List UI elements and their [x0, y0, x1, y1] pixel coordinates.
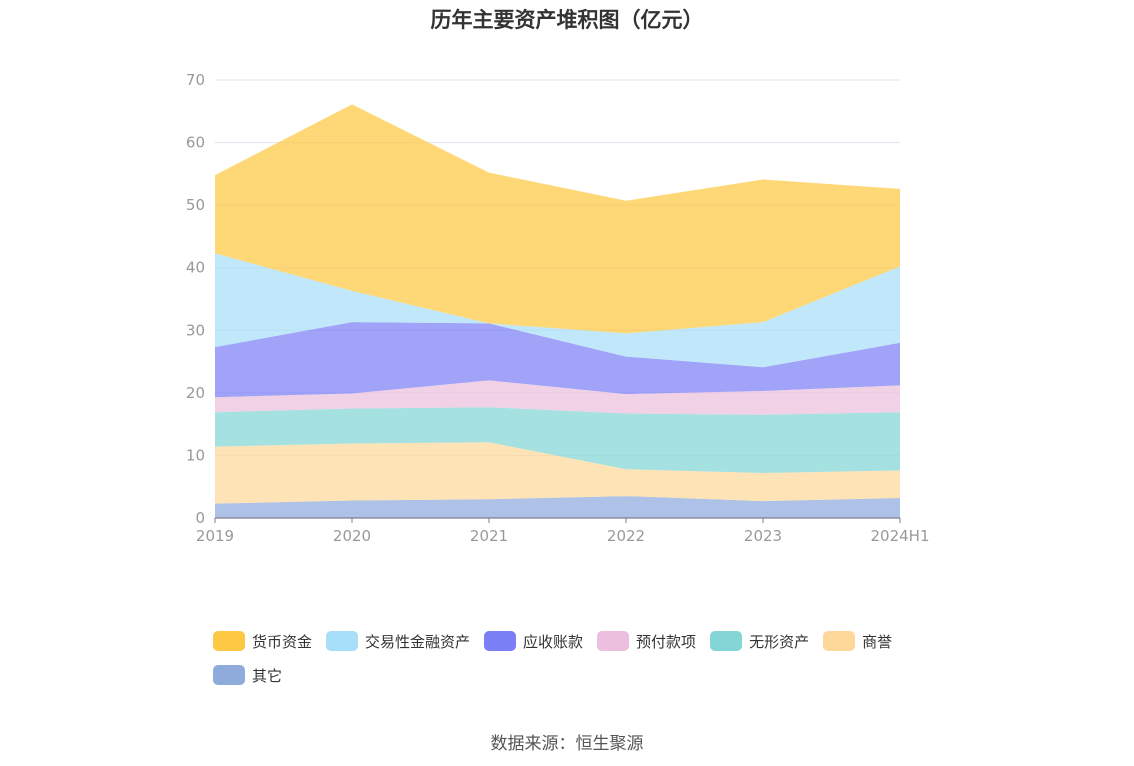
y-tick-label-70: 70 — [186, 71, 205, 89]
area-series-1 — [215, 442, 900, 504]
area-series-5 — [215, 253, 900, 368]
area-layer — [215, 104, 900, 518]
legend-item[interactable]: 交易性金融资产 — [326, 630, 470, 652]
x-tick-label-3: 2022 — [607, 527, 645, 545]
area-series-4 — [215, 322, 900, 398]
x-tick-label-1: 2020 — [333, 527, 371, 545]
y-tick-label-0: 0 — [195, 509, 205, 527]
area-series-2 — [215, 407, 900, 473]
y-tick-label-40: 40 — [186, 259, 205, 277]
legend-swatch — [326, 631, 359, 651]
legend-label: 应收账款 — [523, 632, 584, 651]
legend-swatch — [823, 631, 856, 651]
legend-label: 交易性金融资产 — [365, 632, 471, 651]
x-tick-label-5: 2024H1 — [871, 527, 930, 545]
axis-layer: 0 10 20 30 40 50 60 70 2019 2020 2021 2022 2023 2024H… — [186, 71, 930, 545]
legend: 货币资金 交易性金融资产 应收账款 预付款项 无形资产 商誉其它 — [213, 630, 953, 686]
area-series-0 — [215, 496, 900, 518]
area-series-3 — [215, 380, 900, 415]
y-tick-label-10: 10 — [186, 446, 205, 464]
y-tick-label-60: 60 — [186, 134, 205, 152]
legend-label: 无形资产 — [749, 632, 810, 651]
legend-item[interactable]: 无形资产 — [710, 630, 809, 652]
y-tick-label-30: 30 — [186, 321, 205, 339]
x-tick-label-4: 2023 — [744, 527, 782, 545]
legend-label: 货币资金 — [252, 632, 313, 651]
x-tick-label-2: 2021 — [470, 527, 508, 545]
legend-label: 预付款项 — [636, 632, 697, 651]
legend-item[interactable]: 其它 — [213, 664, 282, 686]
legend-swatch — [597, 631, 630, 651]
legend-swatch — [484, 631, 517, 651]
legend-item[interactable]: 商誉 — [823, 630, 892, 652]
legend-label: 商誉 — [862, 632, 893, 651]
legend-swatch — [213, 665, 245, 685]
legend-item[interactable]: 应收账款 — [484, 630, 583, 652]
legend-swatch — [213, 631, 245, 651]
y-tick-label-20: 20 — [186, 384, 205, 402]
legend-item[interactable]: 货币资金 — [213, 630, 312, 652]
area-series-6 — [215, 104, 900, 334]
source-note: 数据来源：恒生聚源 — [490, 734, 644, 754]
y-tick-label-50: 50 — [186, 196, 205, 214]
legend-label: 其它 — [252, 666, 283, 685]
legend-item[interactable]: 预付款项 — [597, 630, 696, 652]
x-tick-label-0: 2019 — [196, 527, 234, 545]
chart-title: 历年主要资产堆积图（亿元） — [430, 8, 704, 32]
legend-swatch — [710, 631, 743, 651]
